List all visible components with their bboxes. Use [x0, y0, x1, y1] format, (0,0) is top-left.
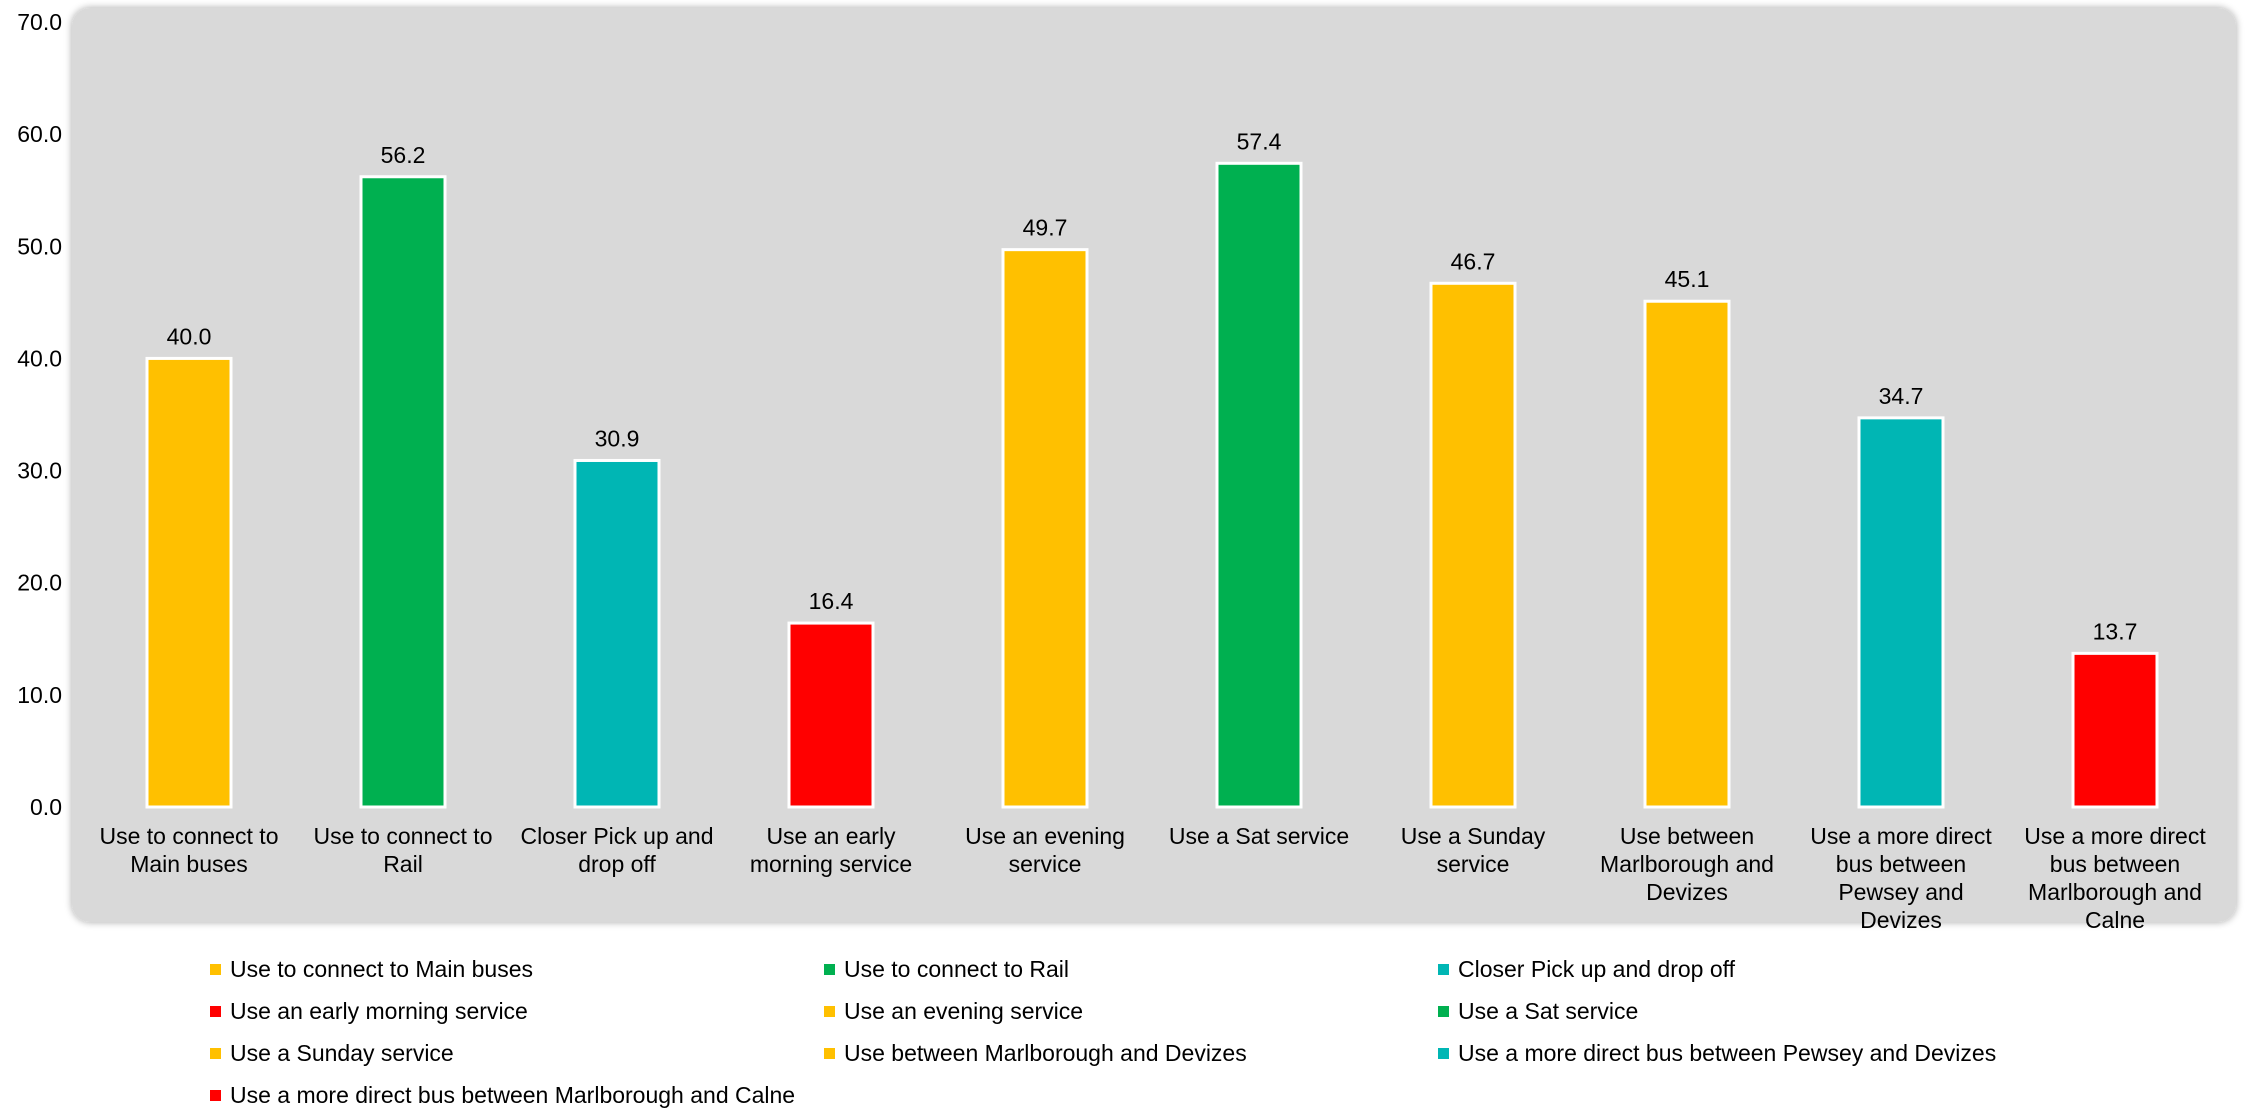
bar	[2071, 651, 2159, 809]
x-axis: Use to connect to Main buses Use to connec…	[100, 823, 2207, 933]
legend: Use to connect to Main buses Use to conne…	[210, 955, 2110, 1109]
legend-item: Use an evening service	[824, 997, 1438, 1025]
bar	[359, 175, 447, 809]
y-tick-label: 40.0	[17, 345, 62, 371]
y-tick-label: 0.0	[30, 794, 62, 820]
x-tick-label: Use between Marlborough and Devizes	[1600, 823, 1774, 905]
data-label: 34.7	[1879, 383, 1924, 409]
data-label: 30.9	[595, 425, 640, 451]
bar	[1215, 161, 1303, 809]
legend-swatch	[824, 1047, 835, 1059]
bar	[1429, 281, 1517, 809]
bar	[573, 458, 661, 809]
legend-label: Use a Sunday service	[230, 1039, 454, 1066]
data-label: 56.2	[381, 142, 426, 168]
x-tick-label: Use a Sat service	[1169, 823, 1349, 849]
x-tick-label: Use a more direct bus between Marlborough …	[2024, 823, 2206, 933]
legend-label: Use an early morning service	[230, 997, 528, 1024]
bar	[1857, 416, 1945, 809]
legend-swatch	[210, 1089, 221, 1101]
x-tick-label: Use a Sunday service	[1401, 823, 1546, 877]
data-labels: 40.0 56.2 30.9 16.4 49.7 57.4 46.7 45.1 34.7 13.7	[167, 128, 2138, 644]
data-label: 49.7	[1023, 215, 1068, 241]
data-label: 57.4	[1237, 128, 1282, 154]
legend-item: Use to connect to Main buses	[210, 955, 824, 983]
legend-label: Use to connect to Rail	[844, 955, 1070, 982]
legend-item: Use a Sat service	[1438, 997, 2052, 1025]
legend-swatch	[210, 963, 221, 975]
legend-label: Closer Pick up and drop off	[1458, 955, 1736, 982]
y-tick-label: 20.0	[17, 570, 62, 596]
legend-swatch	[1438, 963, 1449, 975]
legend-swatch	[210, 1047, 221, 1059]
legend-item: Use a Sunday service	[210, 1039, 824, 1067]
legend-swatch	[824, 963, 835, 975]
x-tick-label: Use to connect to Rail	[314, 823, 493, 877]
x-tick-label: Use to connect to Main buses	[100, 823, 279, 877]
x-tick-label: Use a more direct bus between Pewsey and De…	[1810, 823, 1992, 933]
x-tick-label: Closer Pick up and drop off	[520, 823, 713, 877]
data-label: 45.1	[1665, 266, 1710, 292]
bar	[1643, 299, 1731, 809]
bar	[145, 356, 233, 809]
legend-label: Use between Marlborough and Devizes	[844, 1039, 1247, 1066]
legend-label: Use a more direct bus between Pewsey and…	[1458, 1039, 1997, 1066]
bar	[1001, 248, 1089, 809]
legend-item: Use a more direct bus between Marlboroug…	[210, 1081, 824, 1109]
legend-swatch	[824, 1005, 835, 1017]
legend-swatch	[210, 1005, 221, 1017]
bars	[145, 161, 2159, 809]
legend-label: Use a more direct bus between Marlboroug…	[230, 1081, 796, 1108]
data-label: 46.7	[1451, 248, 1496, 274]
y-tick-label: 50.0	[17, 233, 62, 259]
y-tick-label: 60.0	[17, 121, 62, 147]
legend-swatch	[1438, 1005, 1449, 1017]
legend-item: Use a more direct bus between Pewsey and…	[1438, 1039, 2052, 1067]
x-tick-label: Use an evening service	[965, 823, 1125, 877]
data-label: 16.4	[809, 588, 854, 614]
legend-label: Use a Sat service	[1458, 997, 1639, 1024]
y-axis: 0.0 10.0 20.0 30.0 40.0 50.0 60.0 70.0	[17, 9, 62, 820]
y-tick-label: 10.0	[17, 682, 62, 708]
legend-label: Use an evening service	[844, 997, 1084, 1024]
legend-item: Use to connect to Rail	[824, 955, 1438, 983]
y-tick-label: 70.0	[17, 9, 62, 35]
x-tick-label: Use an early morning service	[750, 823, 912, 877]
legend-item: Closer Pick up and drop off	[1438, 955, 2052, 983]
legend-swatch	[1438, 1047, 1449, 1059]
legend-item: Use between Marlborough and Devizes	[824, 1039, 1438, 1067]
legend-item: Use an early morning service	[210, 997, 824, 1025]
data-label: 40.0	[167, 323, 212, 349]
legend-label: Use to connect to Main buses	[230, 955, 533, 982]
bar	[787, 621, 875, 809]
y-tick-label: 30.0	[17, 458, 62, 484]
data-label: 13.7	[2093, 618, 2138, 644]
